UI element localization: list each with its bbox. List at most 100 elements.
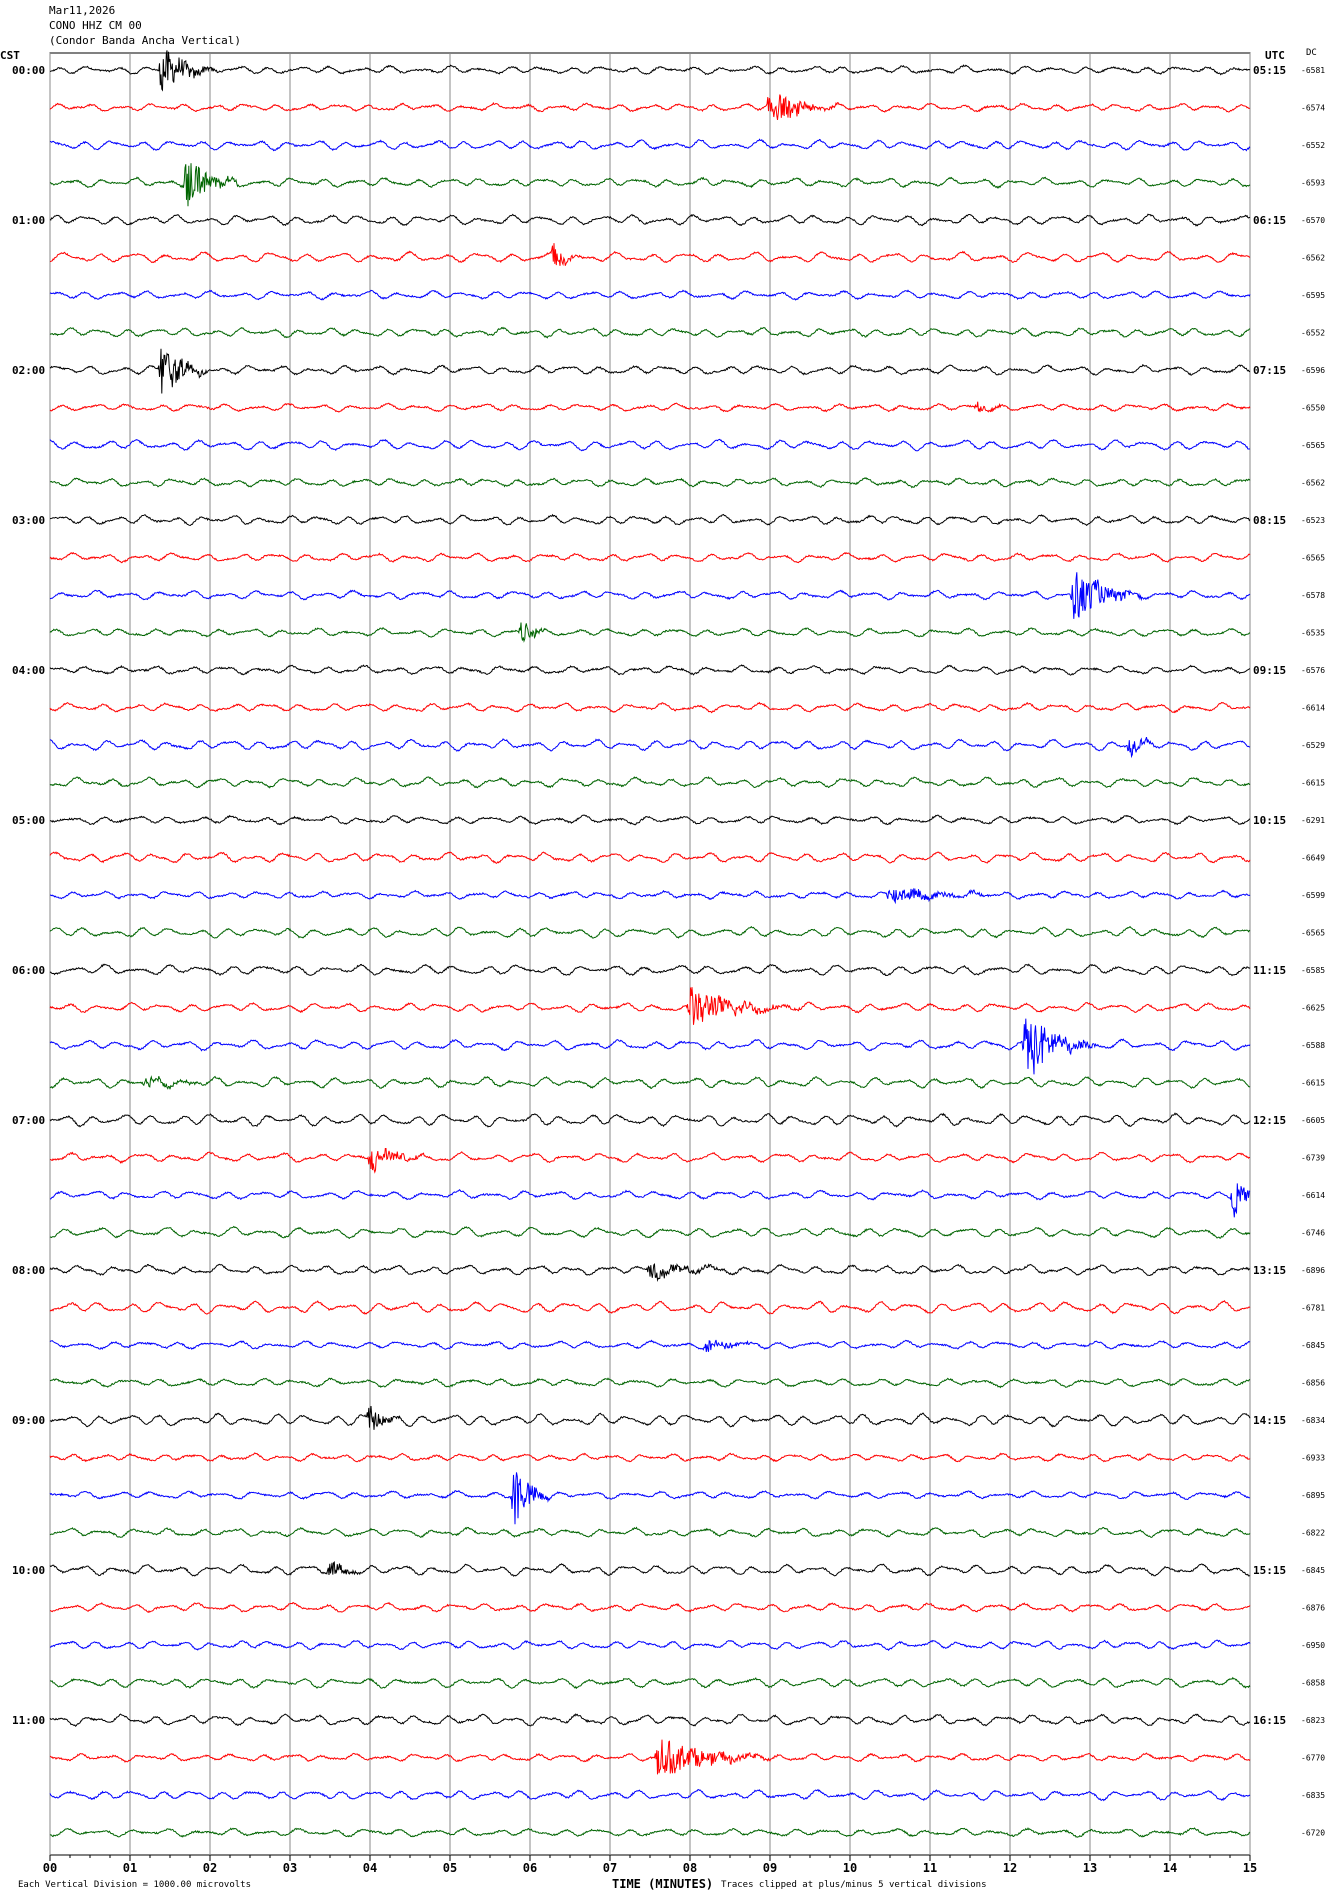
- plot-frame: [49, 52, 1251, 1856]
- dc-offset-label: -6933: [1301, 1454, 1325, 1463]
- seismic-trace: [50, 887, 1251, 905]
- dc-header-label: DC: [1306, 48, 1317, 58]
- utc-hour-label: 16:15: [1253, 1714, 1286, 1727]
- x-tick-label: 00: [43, 1861, 57, 1875]
- dc-offset-label: -6565: [1301, 554, 1325, 563]
- dc-offset-label: -6552: [1301, 329, 1325, 338]
- trace-group: [49, 50, 1251, 1838]
- dc-offset-label: -6614: [1301, 704, 1325, 713]
- seismic-trace: [49, 572, 1251, 619]
- dc-offset-label: -6550: [1301, 404, 1325, 413]
- station-description: (Condor Banda Ancha Vertical): [49, 34, 242, 47]
- dc-offset-label: -6770: [1301, 1754, 1325, 1763]
- grid-lines: [49, 52, 1251, 1861]
- dc-offset-label: -6585: [1301, 966, 1325, 975]
- dc-offset-label: -6845: [1301, 1566, 1325, 1575]
- seismic-trace: [49, 1018, 1251, 1075]
- dc-offset-label: -6535: [1301, 629, 1325, 638]
- dc-offset-label: -6896: [1301, 1266, 1325, 1275]
- dc-offset-label: -6565: [1301, 929, 1325, 938]
- seismic-trace: [49, 163, 1251, 207]
- seismic-trace: [49, 701, 1251, 714]
- utc-hour-label: 10:15: [1253, 814, 1286, 827]
- seismic-trace: [49, 1452, 1251, 1463]
- dc-offset-label: -6649: [1301, 854, 1325, 863]
- cst-hour-label: 04:00: [12, 664, 45, 677]
- dc-offset-label: -6599: [1301, 891, 1325, 900]
- dc-offset-label: -6523: [1301, 516, 1325, 525]
- dc-offset-label: -6845: [1301, 1341, 1325, 1350]
- seismic-trace: [49, 1377, 1251, 1389]
- dc-offset-label: -6834: [1301, 1416, 1325, 1425]
- seismic-trace: [49, 1472, 1251, 1525]
- utc-hour-label: 09:15: [1253, 664, 1286, 677]
- seismic-trace: [49, 1148, 1250, 1174]
- vertical-division-note: Each Vertical Division = 1000.00 microvo…: [18, 1880, 251, 1890]
- utc-hour-label: 13:15: [1253, 1264, 1286, 1277]
- right-timezone-label: UTC: [1265, 49, 1285, 62]
- seismic-trace: [49, 50, 1251, 92]
- cst-hour-label: 05:00: [12, 814, 45, 827]
- left-timezone-label: CST: [0, 49, 20, 62]
- dc-offset-label: -6781: [1301, 1304, 1325, 1313]
- seismic-trace: [49, 1225, 1251, 1240]
- x-tick-label: 01: [123, 1861, 137, 1875]
- dc-offset-label: -6570: [1301, 216, 1325, 225]
- x-tick-label: 13: [1083, 1861, 1097, 1875]
- cst-hour-label: 01:00: [12, 214, 45, 227]
- seismic-trace: [49, 1788, 1251, 1802]
- cst-hour-label: 00:00: [12, 64, 45, 77]
- seismic-trace: [49, 477, 1251, 489]
- cst-hour-label: 11:00: [12, 1714, 45, 1727]
- dc-offset-label: -6581: [1301, 66, 1325, 75]
- dc-offset-label: -6823: [1301, 1716, 1325, 1725]
- x-tick-label: 12: [1003, 1861, 1017, 1875]
- seismic-trace: [49, 438, 1251, 452]
- station-label: CONO HHZ CM 00: [49, 19, 142, 32]
- utc-hour-label: 08:15: [1253, 514, 1286, 527]
- seismic-trace: [50, 513, 1251, 527]
- dc-offset-label: -6562: [1301, 479, 1325, 488]
- seismic-trace: [49, 326, 1251, 339]
- dc-offset-label: -6895: [1301, 1491, 1325, 1500]
- seismic-trace: [49, 138, 1251, 152]
- seismic-trace: [49, 776, 1251, 789]
- cst-hour-label: 03:00: [12, 514, 45, 527]
- utc-hour-label: 12:15: [1253, 1114, 1286, 1127]
- seismic-trace: [49, 401, 1251, 413]
- seismic-trace: [49, 1561, 1251, 1577]
- dc-offset-label: -6822: [1301, 1529, 1325, 1538]
- seismic-trace: [49, 213, 1251, 227]
- seismic-trace: [49, 664, 1251, 676]
- seismic-trace: [49, 243, 1251, 267]
- seismic-trace: [49, 1639, 1251, 1652]
- dc-offset-label: -6574: [1301, 104, 1325, 113]
- seismic-trace: [49, 1262, 1251, 1283]
- dc-offset-label: -6576: [1301, 666, 1325, 675]
- dc-offset-label: -6593: [1301, 179, 1325, 188]
- dc-offset-label: -6950: [1301, 1641, 1325, 1650]
- seismic-trace: [49, 551, 1251, 564]
- dc-offset-label: -6615: [1301, 1079, 1325, 1088]
- x-tick-label: 14: [1163, 1861, 1177, 1875]
- dc-offset-label: -6552: [1301, 141, 1325, 150]
- seismic-trace: [49, 1299, 1251, 1315]
- dc-offset-label: -6596: [1301, 366, 1325, 375]
- cst-hour-label: 08:00: [12, 1264, 45, 1277]
- axis-labels: 00 01 02 03 04 05 06 07 08 09 10 11 12 13 14 15 -6581 00:…: [12, 64, 1325, 1875]
- utc-hour-label: 14:15: [1253, 1414, 1286, 1427]
- dc-offset-label: -6720: [1301, 1829, 1325, 1838]
- utc-hour-label: 05:15: [1253, 64, 1286, 77]
- seismic-trace: [49, 1739, 1251, 1775]
- seismic-trace: [49, 622, 1251, 643]
- x-tick-label: 09: [763, 1861, 777, 1875]
- cst-hour-label: 07:00: [12, 1114, 45, 1127]
- utc-hour-label: 06:15: [1253, 214, 1286, 227]
- dc-offset-label: -6588: [1301, 1041, 1325, 1050]
- dc-offset-label: -6835: [1301, 1791, 1325, 1800]
- seismic-trace: [50, 1676, 1251, 1690]
- seismic-trace: [49, 94, 1251, 120]
- dc-offset-label: -6291: [1301, 816, 1325, 825]
- seismic-trace: [49, 1075, 1251, 1090]
- dc-offset-label: -6529: [1301, 741, 1325, 750]
